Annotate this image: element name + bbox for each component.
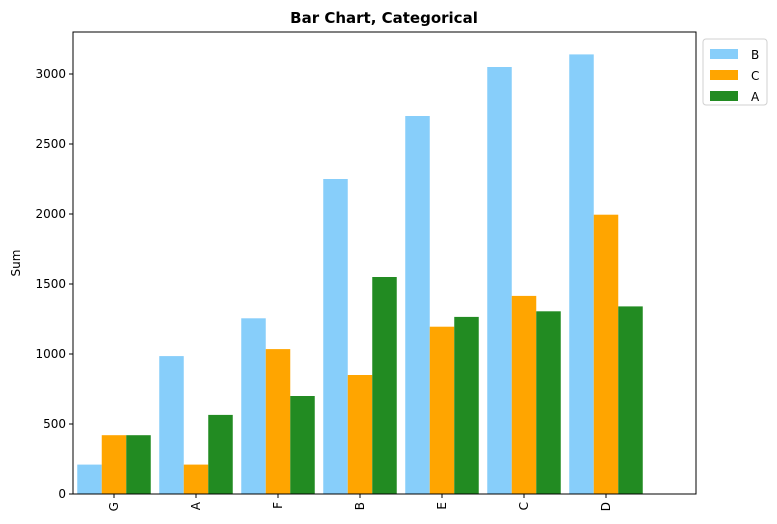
bar-B-G [77, 464, 102, 494]
y-axis: 0 500 1000 1500 2000 2500 3000 [35, 67, 73, 501]
y-tick-label: 0 [58, 487, 66, 501]
y-tick-label: 500 [43, 417, 66, 431]
bar-A-E [454, 316, 479, 494]
x-tick-label: G [107, 502, 121, 511]
bar-C-F [265, 349, 291, 494]
plot-frame [72, 31, 697, 495]
bar-C-C [511, 295, 537, 494]
bar-A-B [372, 277, 397, 494]
y-tick-label: 1500 [35, 277, 66, 291]
bar-C-E [429, 326, 455, 494]
bar-A-G [126, 435, 151, 494]
x-tick-label: F [271, 502, 285, 509]
bar-A-F [290, 396, 315, 494]
bar-B-B [323, 179, 348, 494]
bar-B-D [569, 54, 594, 495]
bar-C-A [183, 464, 209, 494]
x-tick-label: C [517, 502, 531, 510]
legend-swatch-A [710, 91, 738, 101]
legend-swatch-B [710, 49, 738, 59]
y-tick-label: 2500 [35, 137, 66, 151]
y-tick-label: 2000 [35, 207, 66, 221]
bar-C-G [101, 435, 127, 494]
bar-C-D [593, 214, 619, 494]
chart-title: Bar Chart, Categorical [290, 9, 478, 27]
bar-A-D [618, 306, 643, 494]
bar-C-B [347, 375, 373, 494]
bar-A-C [536, 311, 561, 494]
y-tick-label: 3000 [35, 67, 66, 81]
y-axis-label: Sum [9, 250, 23, 277]
bars-group [77, 54, 643, 495]
legend: BCA [702, 38, 768, 106]
bar-B-E [405, 116, 430, 494]
bar-B-F [241, 318, 266, 494]
y-tick-label: 1000 [35, 347, 66, 361]
legend-label-B: B [751, 48, 759, 62]
x-tick-label: B [353, 502, 367, 510]
x-tick-label: E [435, 502, 449, 510]
x-tick-label: A [189, 501, 203, 510]
bar-B-C [487, 67, 512, 494]
bar-A-A [208, 414, 233, 494]
bar-B-A [159, 356, 184, 494]
legend-label-C: C [751, 69, 759, 83]
legend-swatch-C [710, 70, 738, 80]
legend-label-A: A [751, 90, 760, 104]
x-tick-label: D [599, 502, 613, 511]
